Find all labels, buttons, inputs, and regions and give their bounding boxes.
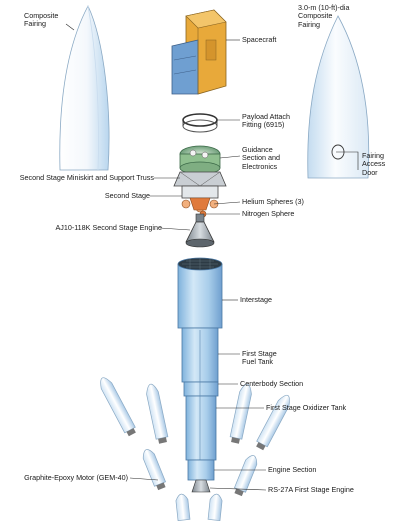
leader-lines	[65, 23, 359, 491]
second-stage-miniskirt-label: Second Stage Miniskirt and Support Truss	[19, 173, 154, 182]
second-stage-engine-shape	[185, 213, 215, 248]
payload-attach-fitting-label: Payload Attach Fitting (6915)	[242, 112, 290, 130]
interstage-label: Interstage	[240, 295, 272, 304]
first-stage-core	[177, 257, 223, 493]
nitrogen-sphere-label: Nitrogen Sphere	[242, 209, 295, 218]
oxidizer-tank-shape	[185, 395, 217, 461]
helium-spheres-label: Helium Spheres (3)	[242, 197, 304, 206]
interstage-shape	[177, 263, 223, 329]
gem-40-boosters	[100, 377, 290, 522]
centerbody-shape	[183, 381, 219, 397]
guidance-section-shape	[179, 145, 221, 175]
rs-27a-engine-shape	[191, 479, 211, 493]
left-fairing-half	[59, 5, 110, 171]
graphite-epoxy-motor-label: Graphite-Epoxy Motor (GEM-40)	[24, 473, 128, 482]
payload-attach-fitting-shape	[182, 113, 218, 133]
right-fairing-half	[307, 15, 370, 179]
spacecraft-label: Spacecraft	[242, 35, 277, 44]
composite-fairing-size-label: 3.0-m (10-ft)-dia Composite Fairing	[298, 3, 350, 29]
second-stage-label: Second Stage	[104, 191, 150, 200]
fairing-access-door-label: Fairing Access Door	[362, 151, 386, 177]
centerbody-section-label: Centerbody Section	[240, 379, 304, 388]
first-stage-fuel-tank-label: First Stage Fuel Tank	[242, 349, 277, 367]
first-stage-engine-label: RS-27A First Stage Engine	[268, 485, 354, 494]
guidance-section-label: Guidance Section and Electronics	[242, 145, 280, 171]
engine-section-shape	[187, 459, 215, 481]
first-stage-oxidizer-tank-label: First Stage Oxidizer Tank	[266, 403, 347, 412]
second-stage-engine-label: AJ10-118K Second Stage Engine	[55, 223, 162, 232]
composite-fairing-label: Composite Fairing	[24, 11, 59, 29]
second-stage-shape	[173, 171, 227, 218]
engine-section-label: Engine Section	[268, 465, 317, 474]
spacecraft-shape	[171, 9, 227, 95]
